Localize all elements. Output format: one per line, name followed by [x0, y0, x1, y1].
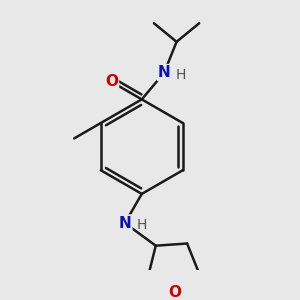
Text: H: H	[176, 68, 186, 82]
Text: O: O	[168, 285, 181, 300]
Text: H: H	[136, 218, 147, 232]
Text: O: O	[105, 74, 118, 89]
Text: N: N	[118, 216, 131, 231]
Text: N: N	[158, 65, 171, 80]
